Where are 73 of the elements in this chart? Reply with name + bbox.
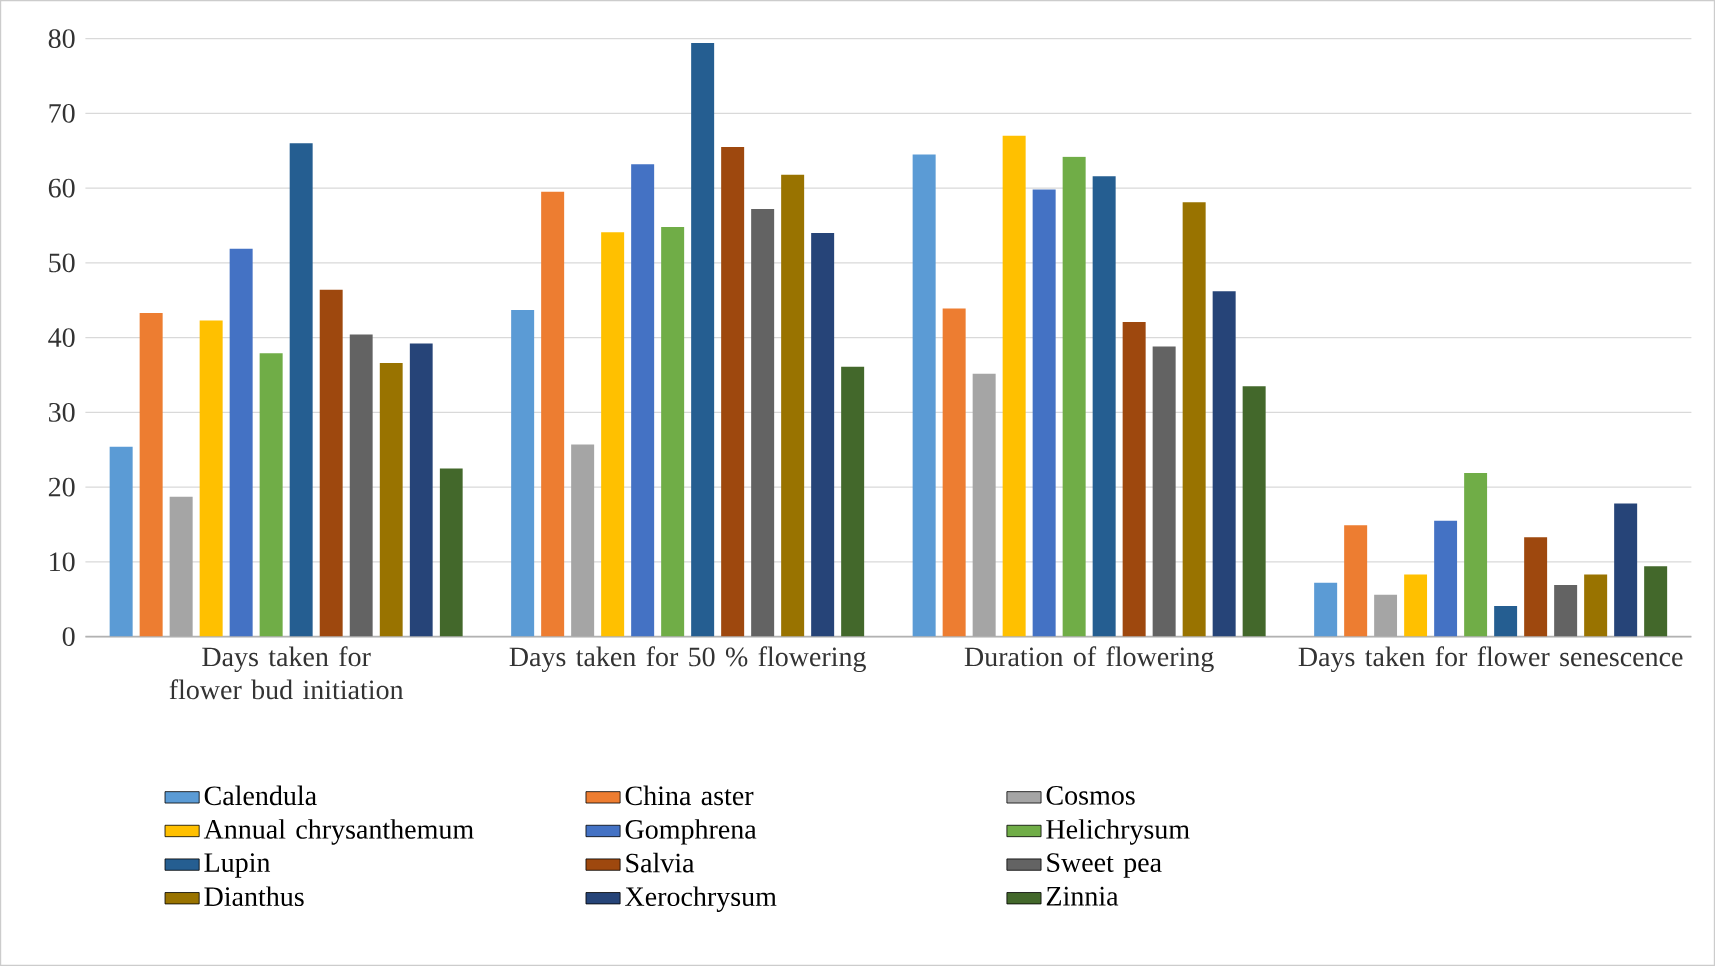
bar (379, 363, 403, 637)
y-tick-label: 20 (48, 477, 75, 497)
legend-label: Lupin (204, 853, 271, 878)
bar (751, 209, 775, 637)
legend-label: Salvia (626, 852, 695, 873)
bar (912, 154, 936, 637)
legend-label: Cosmos (1046, 785, 1135, 805)
bar (1092, 176, 1116, 637)
y-tick-label: 50 (49, 253, 75, 273)
bar (349, 334, 373, 637)
bar (1344, 525, 1368, 637)
bar (1314, 582, 1338, 637)
bar (691, 43, 715, 637)
bar (1404, 574, 1428, 637)
bar (511, 309, 535, 637)
bar (841, 366, 865, 637)
bar (1182, 202, 1206, 637)
bar (319, 289, 343, 637)
legend-label: Xerochrysum (625, 886, 777, 912)
bar (1062, 156, 1086, 637)
bar (109, 446, 133, 637)
bar (1032, 189, 1056, 637)
bar (972, 373, 996, 637)
bar (1464, 472, 1488, 637)
bar (1584, 574, 1608, 637)
legend-label: Zinnia (1046, 886, 1119, 906)
bar (631, 164, 655, 637)
bar (571, 444, 595, 637)
bar (942, 308, 966, 637)
bar (601, 232, 625, 637)
bar (229, 248, 253, 637)
legend-label: Helichrysum (1046, 819, 1190, 845)
y-tick-label: 40 (48, 328, 75, 348)
bar (1374, 594, 1398, 637)
bar (409, 343, 433, 637)
bar (811, 232, 835, 637)
legend-label: Sweet pea (1047, 853, 1162, 878)
bar (661, 226, 685, 637)
bar (139, 312, 163, 637)
bar (1242, 386, 1266, 637)
bar (541, 191, 565, 637)
x-tick-label: Days taken for flower senescence (1298, 646, 1683, 673)
bar (1152, 346, 1176, 637)
bar (169, 496, 193, 637)
bar (781, 174, 805, 637)
bar (1122, 321, 1146, 637)
bar (1434, 520, 1458, 637)
bar (1524, 537, 1548, 637)
legend-label: Gomphrena (625, 819, 757, 845)
bar (721, 146, 745, 637)
y-tick-label: 30 (49, 402, 75, 422)
bar (199, 320, 223, 637)
y-tick-label: 60 (48, 178, 75, 198)
bar (439, 468, 463, 637)
y-tick-label: 80 (48, 29, 75, 49)
y-tick-label: 70 (49, 103, 75, 123)
bar (1002, 135, 1026, 637)
bar (289, 143, 313, 637)
bar (1644, 566, 1668, 637)
legend-label: Annual chrysanthemum (203, 819, 474, 845)
y-tick-label: 10 (50, 552, 75, 572)
x-tick-label: Days taken for 50 % flowering (509, 646, 866, 673)
x-tick-label: Duration of flowering (964, 646, 1214, 673)
legend-label: Calendula (204, 785, 317, 806)
bar (1494, 605, 1518, 637)
legend-label: China aster (625, 785, 754, 806)
bar (259, 353, 283, 637)
bar (1614, 503, 1638, 637)
x-tick-label: Days taken for flower bud initiation (169, 646, 404, 700)
bar (1554, 585, 1578, 637)
legend-label: Dianthus (204, 886, 304, 907)
y-tick-label: 0 (62, 627, 75, 647)
bar (1212, 291, 1236, 637)
